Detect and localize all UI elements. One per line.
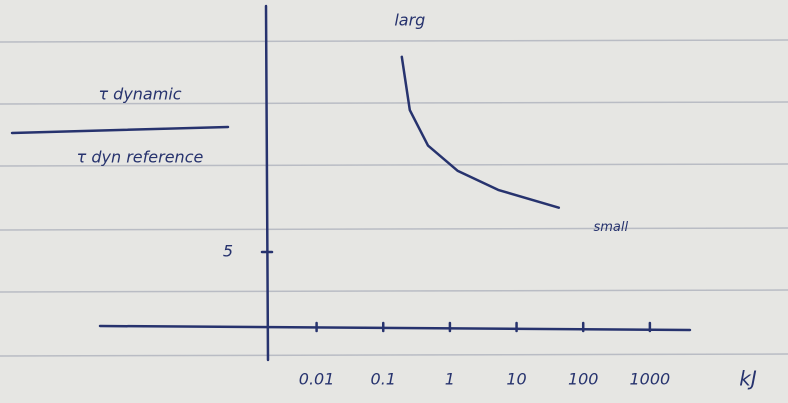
- x-tick-label: 10: [506, 370, 526, 389]
- annotation: small: [593, 220, 628, 235]
- paper: [0, 0, 788, 403]
- x-tick-label: 1: [445, 370, 455, 389]
- x-tick-label: 0.01: [299, 370, 335, 389]
- y-label-denominator: τ dyn reference: [77, 148, 204, 167]
- chart: τ dynamic τ dyn reference kJ 0.01 0.1 1 10 1…: [0, 0, 788, 403]
- x-tick-label: 100: [568, 370, 599, 389]
- x-tick-label: 0.1: [371, 370, 396, 389]
- x-tick-label: 1000: [630, 370, 671, 389]
- page: {"chart_data": { "type": "line", "ylabel…: [0, 0, 788, 403]
- annotation: larg: [394, 10, 425, 29]
- y-label-numerator: τ dynamic: [98, 85, 181, 104]
- y-tick-label: 5: [223, 242, 233, 261]
- x-label: kJ: [739, 367, 757, 391]
